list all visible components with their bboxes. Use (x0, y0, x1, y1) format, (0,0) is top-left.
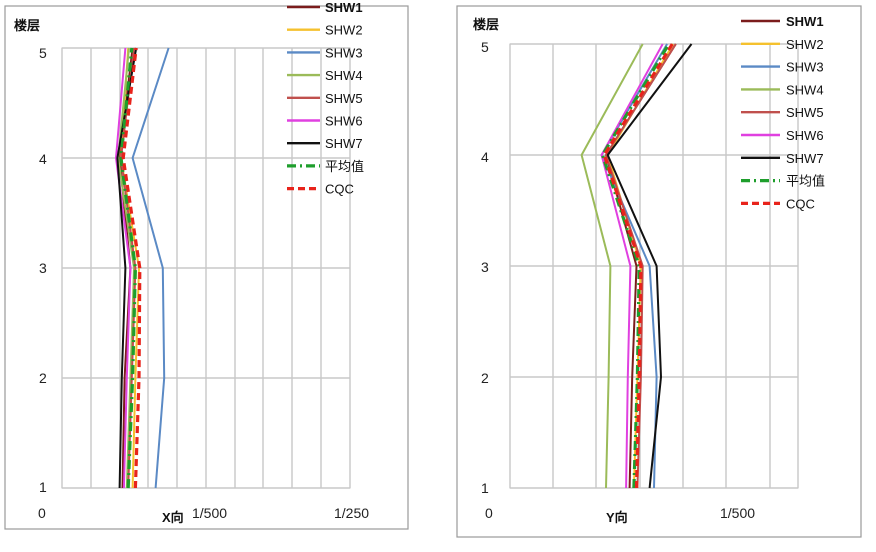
series-lines-x (115, 47, 170, 489)
series-lines-y (580, 43, 693, 489)
chart-panel-x: 0 1/500 1/250 5 4 3 2 1 楼层 X向 SHW1SHW2SH… (4, 0, 409, 530)
x-axis-title-x: X向 (162, 510, 184, 525)
x-tick-label: 1/500 (720, 505, 755, 521)
legend-label: SHW6 (325, 114, 363, 129)
legend-label: SHW2 (325, 23, 363, 38)
y-tick-labels-x: 5 4 3 2 1 (39, 45, 47, 495)
series-line-3 (580, 43, 644, 489)
panel-frame-y (456, 5, 862, 538)
legend-label: SHW7 (325, 136, 363, 151)
legend-label: SHW3 (325, 45, 363, 60)
y-tick-label: 2 (481, 370, 489, 386)
series-line-2 (131, 47, 170, 489)
x-tick-label: 1/500 (192, 505, 227, 521)
legend-label: SHW4 (325, 68, 363, 83)
x-tick-label: 0 (485, 505, 493, 521)
legend-label: SHW7 (786, 151, 824, 166)
series-line-3 (117, 47, 135, 489)
legend-label: SHW5 (786, 105, 824, 120)
legend-label: SHW4 (786, 82, 824, 97)
x-tick-labels-x: 0 1/500 1/250 (38, 505, 369, 521)
series-line-5 (115, 47, 132, 489)
legend-label: SHW1 (325, 0, 363, 15)
series-line-8 (121, 47, 142, 489)
x-tick-labels-y: 0 1/500 (485, 505, 755, 521)
y-tick-label: 5 (481, 39, 489, 55)
legend-label: SHW2 (786, 37, 824, 52)
y-tick-label: 3 (481, 259, 489, 275)
x-tick-label: 1/250 (334, 505, 369, 521)
x-tick-label: 0 (38, 505, 46, 521)
x-axis-title-y: Y向 (606, 510, 628, 525)
legend-label: 平均值 (786, 174, 825, 189)
legend-label: CQC (786, 196, 815, 211)
y-tick-label: 2 (39, 370, 47, 386)
legend-label: SHW3 (786, 60, 824, 75)
y-tick-label: 1 (39, 479, 47, 495)
chart-panel-y: 0 1/500 5 4 3 2 1 楼层 Y向 SHW1 SHW2 SHW3 SHW4… (456, 5, 862, 538)
series-line-5 (600, 43, 664, 489)
y-axis-title-y: 楼层 (473, 17, 499, 32)
legend-label: SHW5 (325, 91, 363, 106)
series-line-7 (600, 43, 671, 489)
legend-label: SHW6 (786, 128, 824, 143)
legend-x: SHW1 SHW2 SHW3 SHW4 SHW5 SHW6 SHW7 平均值 CQC (287, 0, 364, 197)
y-tick-label: 4 (39, 151, 47, 167)
legend-y: SHW1 SHW2 SHW3 SHW4 SHW5 SHW6 SHW7 平均值 CQC (741, 14, 825, 211)
series-line-6 (606, 43, 693, 489)
y-tick-label: 3 (39, 260, 47, 276)
series-line-8 (602, 43, 674, 489)
y-tick-label: 5 (39, 45, 47, 61)
series-line-7 (119, 47, 137, 489)
legend-label: CQC (325, 182, 354, 197)
legend-label: 平均值 (325, 159, 364, 174)
y-tick-label: 1 (481, 480, 489, 496)
legend-label: SHW1 (786, 14, 824, 29)
y-axis-title-x: 楼层 (14, 18, 40, 33)
y-tick-label: 4 (481, 149, 489, 165)
series-line-4 (605, 43, 677, 489)
y-tick-labels-y: 5 4 3 2 1 (481, 39, 489, 496)
